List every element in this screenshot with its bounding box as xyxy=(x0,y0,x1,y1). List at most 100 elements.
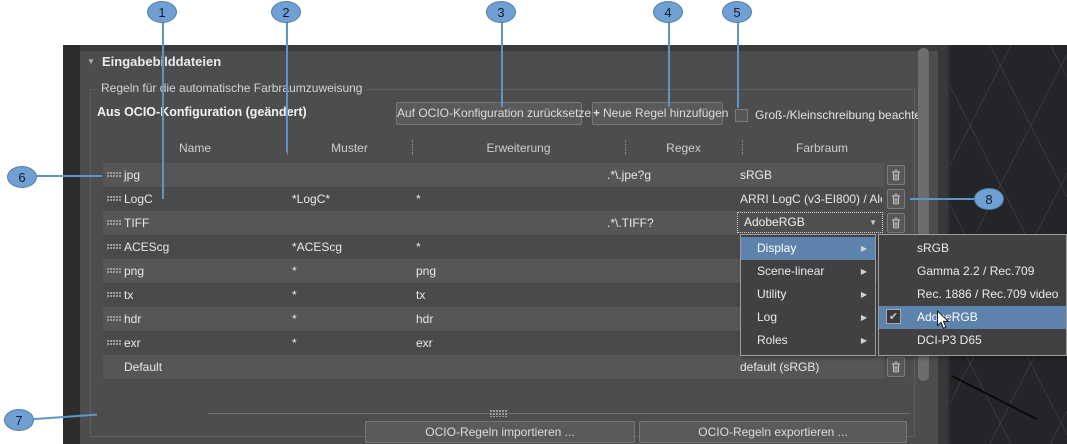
drag-handle-icon[interactable] xyxy=(107,196,121,202)
column-header-muster: Muster xyxy=(331,141,368,155)
menu-item-label: Rec. 1886 / Rec.709 video xyxy=(917,287,1059,301)
callout-line-8 xyxy=(910,198,976,200)
submenu-arrow-icon: ▶ xyxy=(860,313,867,322)
cell-erweiterung: exr xyxy=(416,336,433,350)
submenu-item-srgb[interactable]: sRGB xyxy=(879,237,1066,260)
table-row-jpg[interactable]: jpg .*\.jpe?g sRGB xyxy=(103,163,884,187)
reset-to-ocio-button[interactable]: Auf OCIO-Konfiguration zurücksetzen xyxy=(396,102,598,125)
cell-regex: .*\.jpe?g xyxy=(607,168,652,182)
rollout-collapse-icon[interactable]: ▼ xyxy=(87,57,95,66)
farbraum-category-menu: Display ▶ Scene-linear ▶ Utility ▶ Log ▶ Rol… xyxy=(740,234,876,356)
callout-3: 3 xyxy=(486,1,516,23)
menu-item-label: Log xyxy=(757,310,778,324)
cell-erweiterung: hdr xyxy=(416,312,434,326)
submenu-arrow-icon: ▶ xyxy=(860,267,867,276)
ocio-source-label: Aus OCIO-Konfiguration (geändert) xyxy=(97,105,307,119)
splitter-grip-icon[interactable] xyxy=(490,410,507,417)
viewport-object-edge xyxy=(951,375,1038,421)
mouse-cursor xyxy=(936,309,950,333)
scrollbar-thumb[interactable] xyxy=(918,48,929,381)
farbraum-submenu: sRGB Gamma 2.2 / Rec.709 Rec. 1886 / Rec… xyxy=(878,234,1067,356)
menu-item-roles[interactable]: Roles ▶ xyxy=(741,329,875,352)
drag-handle-icon[interactable] xyxy=(107,220,121,226)
cell-muster: * xyxy=(292,264,297,278)
callout-line-4 xyxy=(668,22,670,107)
submenu-item-dcip3[interactable]: DCI-P3 D65 xyxy=(879,329,1066,352)
drag-handle-icon[interactable] xyxy=(107,244,121,250)
menu-item-label: Display xyxy=(757,241,797,255)
column-splitter[interactable] xyxy=(625,140,626,155)
menu-item-utility[interactable]: Utility ▶ xyxy=(741,283,875,306)
callout-line-3 xyxy=(501,22,503,107)
cell-farbraum: sRGB xyxy=(740,168,773,182)
cell-muster: *ACEScg xyxy=(292,240,343,254)
rollout-title: Eingabebilddateien xyxy=(102,54,221,69)
column-splitter[interactable] xyxy=(412,140,413,155)
import-ocio-rules-button[interactable]: OCIO-Regeln importieren ... xyxy=(365,421,635,443)
cell-name: png xyxy=(124,264,145,278)
cell-name: jpg xyxy=(124,168,141,182)
export-ocio-rules-button[interactable]: OCIO-Regeln exportieren ... xyxy=(639,421,907,443)
delete-rule-button[interactable] xyxy=(887,165,905,185)
submenu-item-rec1886[interactable]: Rec. 1886 / Rec.709 video xyxy=(879,283,1066,306)
table-row-default[interactable]: Default default (sRGB) xyxy=(103,355,884,379)
table-row-logc[interactable]: LogC *LogC* * ARRI LogC (v3-EI800) / Ale… xyxy=(103,187,884,211)
checkmark-icon: ✔ xyxy=(888,311,899,323)
menu-item-label: Scene-linear xyxy=(757,264,825,278)
callout-1: 1 xyxy=(147,1,177,23)
cell-name: TIFF xyxy=(124,216,150,230)
input-image-files-rollout: ▼ Eingabebilddateien Regeln für die auto… xyxy=(80,45,1067,444)
cell-erweiterung: * xyxy=(416,240,421,254)
drag-handle-icon[interactable] xyxy=(107,268,121,274)
submenu-arrow-icon: ▶ xyxy=(860,290,867,299)
add-rule-button[interactable]: + Neue Regel hinzufügen xyxy=(592,102,728,125)
groupbox-label: Regeln für die automatische Farbraumzuwe… xyxy=(96,81,368,95)
menu-item-label: Roles xyxy=(757,333,788,347)
callout-5: 5 xyxy=(722,1,752,23)
callout-7: 7 xyxy=(4,409,34,431)
cell-muster: * xyxy=(292,288,297,302)
callout-4: 4 xyxy=(653,1,683,23)
menu-item-log[interactable]: Log ▶ xyxy=(741,306,875,329)
menu-item-display[interactable]: Display ▶ xyxy=(741,237,875,260)
callout-line-5 xyxy=(737,22,739,108)
column-splitter[interactable] xyxy=(742,140,743,155)
drag-handle-icon[interactable] xyxy=(107,316,121,322)
delete-rule-button[interactable] xyxy=(887,357,905,377)
callout-6: 6 xyxy=(7,166,37,188)
drag-handle-icon[interactable] xyxy=(107,292,121,298)
submenu-item-adobergb[interactable]: ✔ AdobeRGB xyxy=(879,306,1066,329)
table-row-tiff[interactable]: TIFF .*\.TIFF? AdobeRGB ▼ xyxy=(103,211,884,235)
delete-rule-button[interactable] xyxy=(887,213,905,233)
cell-erweiterung: png xyxy=(416,264,437,278)
drag-handle-icon[interactable] xyxy=(107,340,121,346)
cell-name: hdr xyxy=(124,312,142,326)
menu-item-scene-linear[interactable]: Scene-linear ▶ xyxy=(741,260,875,283)
rollout-header[interactable]: ▼ Eingabebilddateien xyxy=(80,53,780,75)
cell-name: Default xyxy=(124,360,163,374)
menu-item-label: Utility xyxy=(757,287,787,301)
panel-top-strip xyxy=(80,45,948,51)
cell-name: LogC xyxy=(124,192,153,206)
delete-rule-button[interactable] xyxy=(887,189,905,209)
submenu-item-gamma22[interactable]: Gamma 2.2 / Rec.709 xyxy=(879,260,1066,283)
case-sensitive-checkbox[interactable] xyxy=(735,109,748,122)
chevron-down-icon: ▼ xyxy=(869,218,877,227)
farbraum-dropdown[interactable]: AdobeRGB ▼ xyxy=(737,212,883,233)
add-rule-label: Neue Regel hinzufügen xyxy=(603,106,729,120)
drag-handle-icon[interactable] xyxy=(107,172,121,178)
callout-line-1 xyxy=(162,22,164,199)
cell-name: tx xyxy=(124,288,134,302)
trash-icon xyxy=(892,169,900,181)
cell-farbraum: ARRI LogC (v3-EI800) / Alexa xyxy=(740,192,882,206)
callout-line-6 xyxy=(34,175,102,177)
column-header-erweiterung: Erweiterung xyxy=(486,141,551,155)
cell-name: ACEScg xyxy=(124,240,170,254)
menu-item-label: Gamma 2.2 / Rec.709 xyxy=(917,264,1035,278)
trash-icon xyxy=(892,361,900,373)
menu-item-label: AdobeRGB xyxy=(917,310,978,324)
checked-checkbox: ✔ xyxy=(886,309,901,324)
menu-item-label: sRGB xyxy=(917,241,950,255)
panel-splitter[interactable] xyxy=(208,413,910,414)
